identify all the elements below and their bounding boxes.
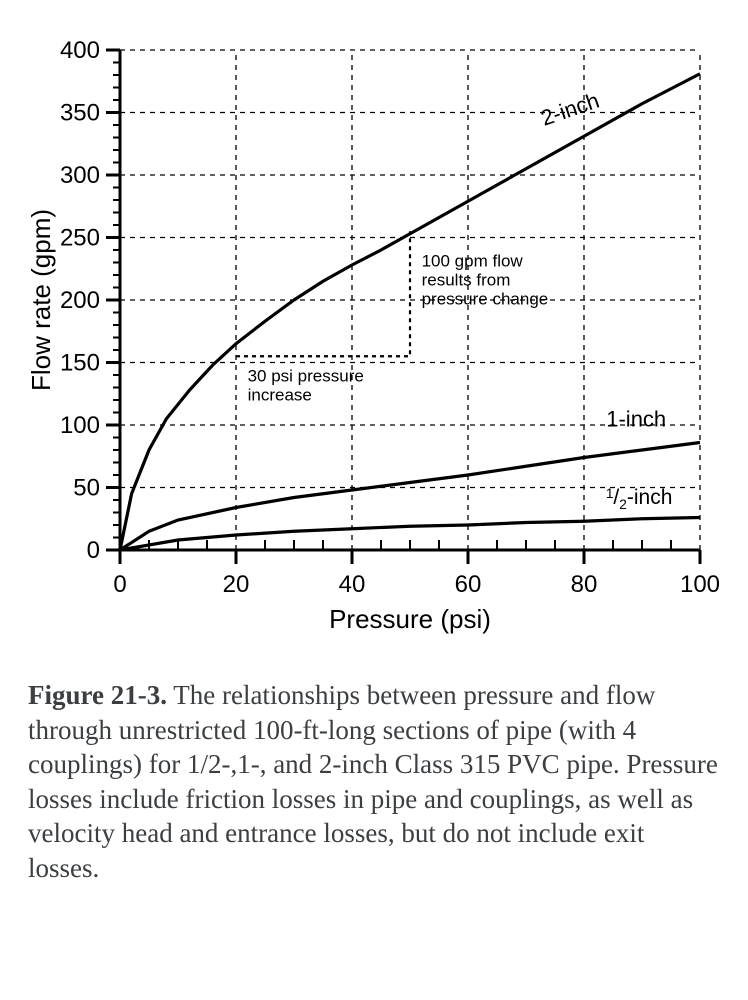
svg-text:Pressure (psi): Pressure (psi)	[329, 604, 491, 634]
svg-text:40: 40	[339, 571, 366, 598]
svg-text:30 psi pressureincrease: 30 psi pressureincrease	[248, 366, 364, 404]
svg-text:100: 100	[60, 412, 100, 439]
svg-text:80: 80	[571, 571, 598, 598]
svg-text:250: 250	[60, 225, 100, 252]
svg-text:150: 150	[60, 350, 100, 377]
svg-text:100: 100	[680, 571, 720, 598]
chart-container: 0 50 100 150 200 250 300 350 400 0 20 40 60 80 100 Pres…	[28, 20, 720, 660]
figure-caption-text: The relationships between pressure and f…	[28, 680, 718, 883]
svg-text:0: 0	[113, 571, 126, 598]
svg-text:60: 60	[455, 571, 482, 598]
svg-text:300: 300	[60, 162, 100, 189]
svg-text:20: 20	[223, 571, 250, 598]
figure-caption-label: Figure 21-3.	[28, 680, 167, 710]
svg-text:Flow rate (gpm): Flow rate (gpm)	[28, 209, 56, 391]
svg-text:1-inch: 1-inch	[606, 406, 666, 431]
page: 0 50 100 150 200 250 300 350 400 0 20 40 60 80 100 Pres…	[0, 0, 748, 1000]
svg-text:200: 200	[60, 287, 100, 314]
svg-text:1/2-inch: 1/2-inch	[606, 486, 673, 512]
svg-text:0: 0	[87, 537, 100, 564]
svg-text:350: 350	[60, 100, 100, 127]
svg-text:100 gpm flowresults frompressu: 100 gpm flowresults frompressure change	[422, 251, 549, 308]
svg-text:50: 50	[73, 475, 100, 502]
svg-text:2-inch: 2-inch	[538, 88, 603, 131]
figure-caption: Figure 21-3. The relationships between p…	[28, 678, 720, 885]
svg-text:400: 400	[60, 37, 100, 64]
flow-pressure-chart: 0 50 100 150 200 250 300 350 400 0 20 40 60 80 100 Pres…	[28, 20, 720, 660]
